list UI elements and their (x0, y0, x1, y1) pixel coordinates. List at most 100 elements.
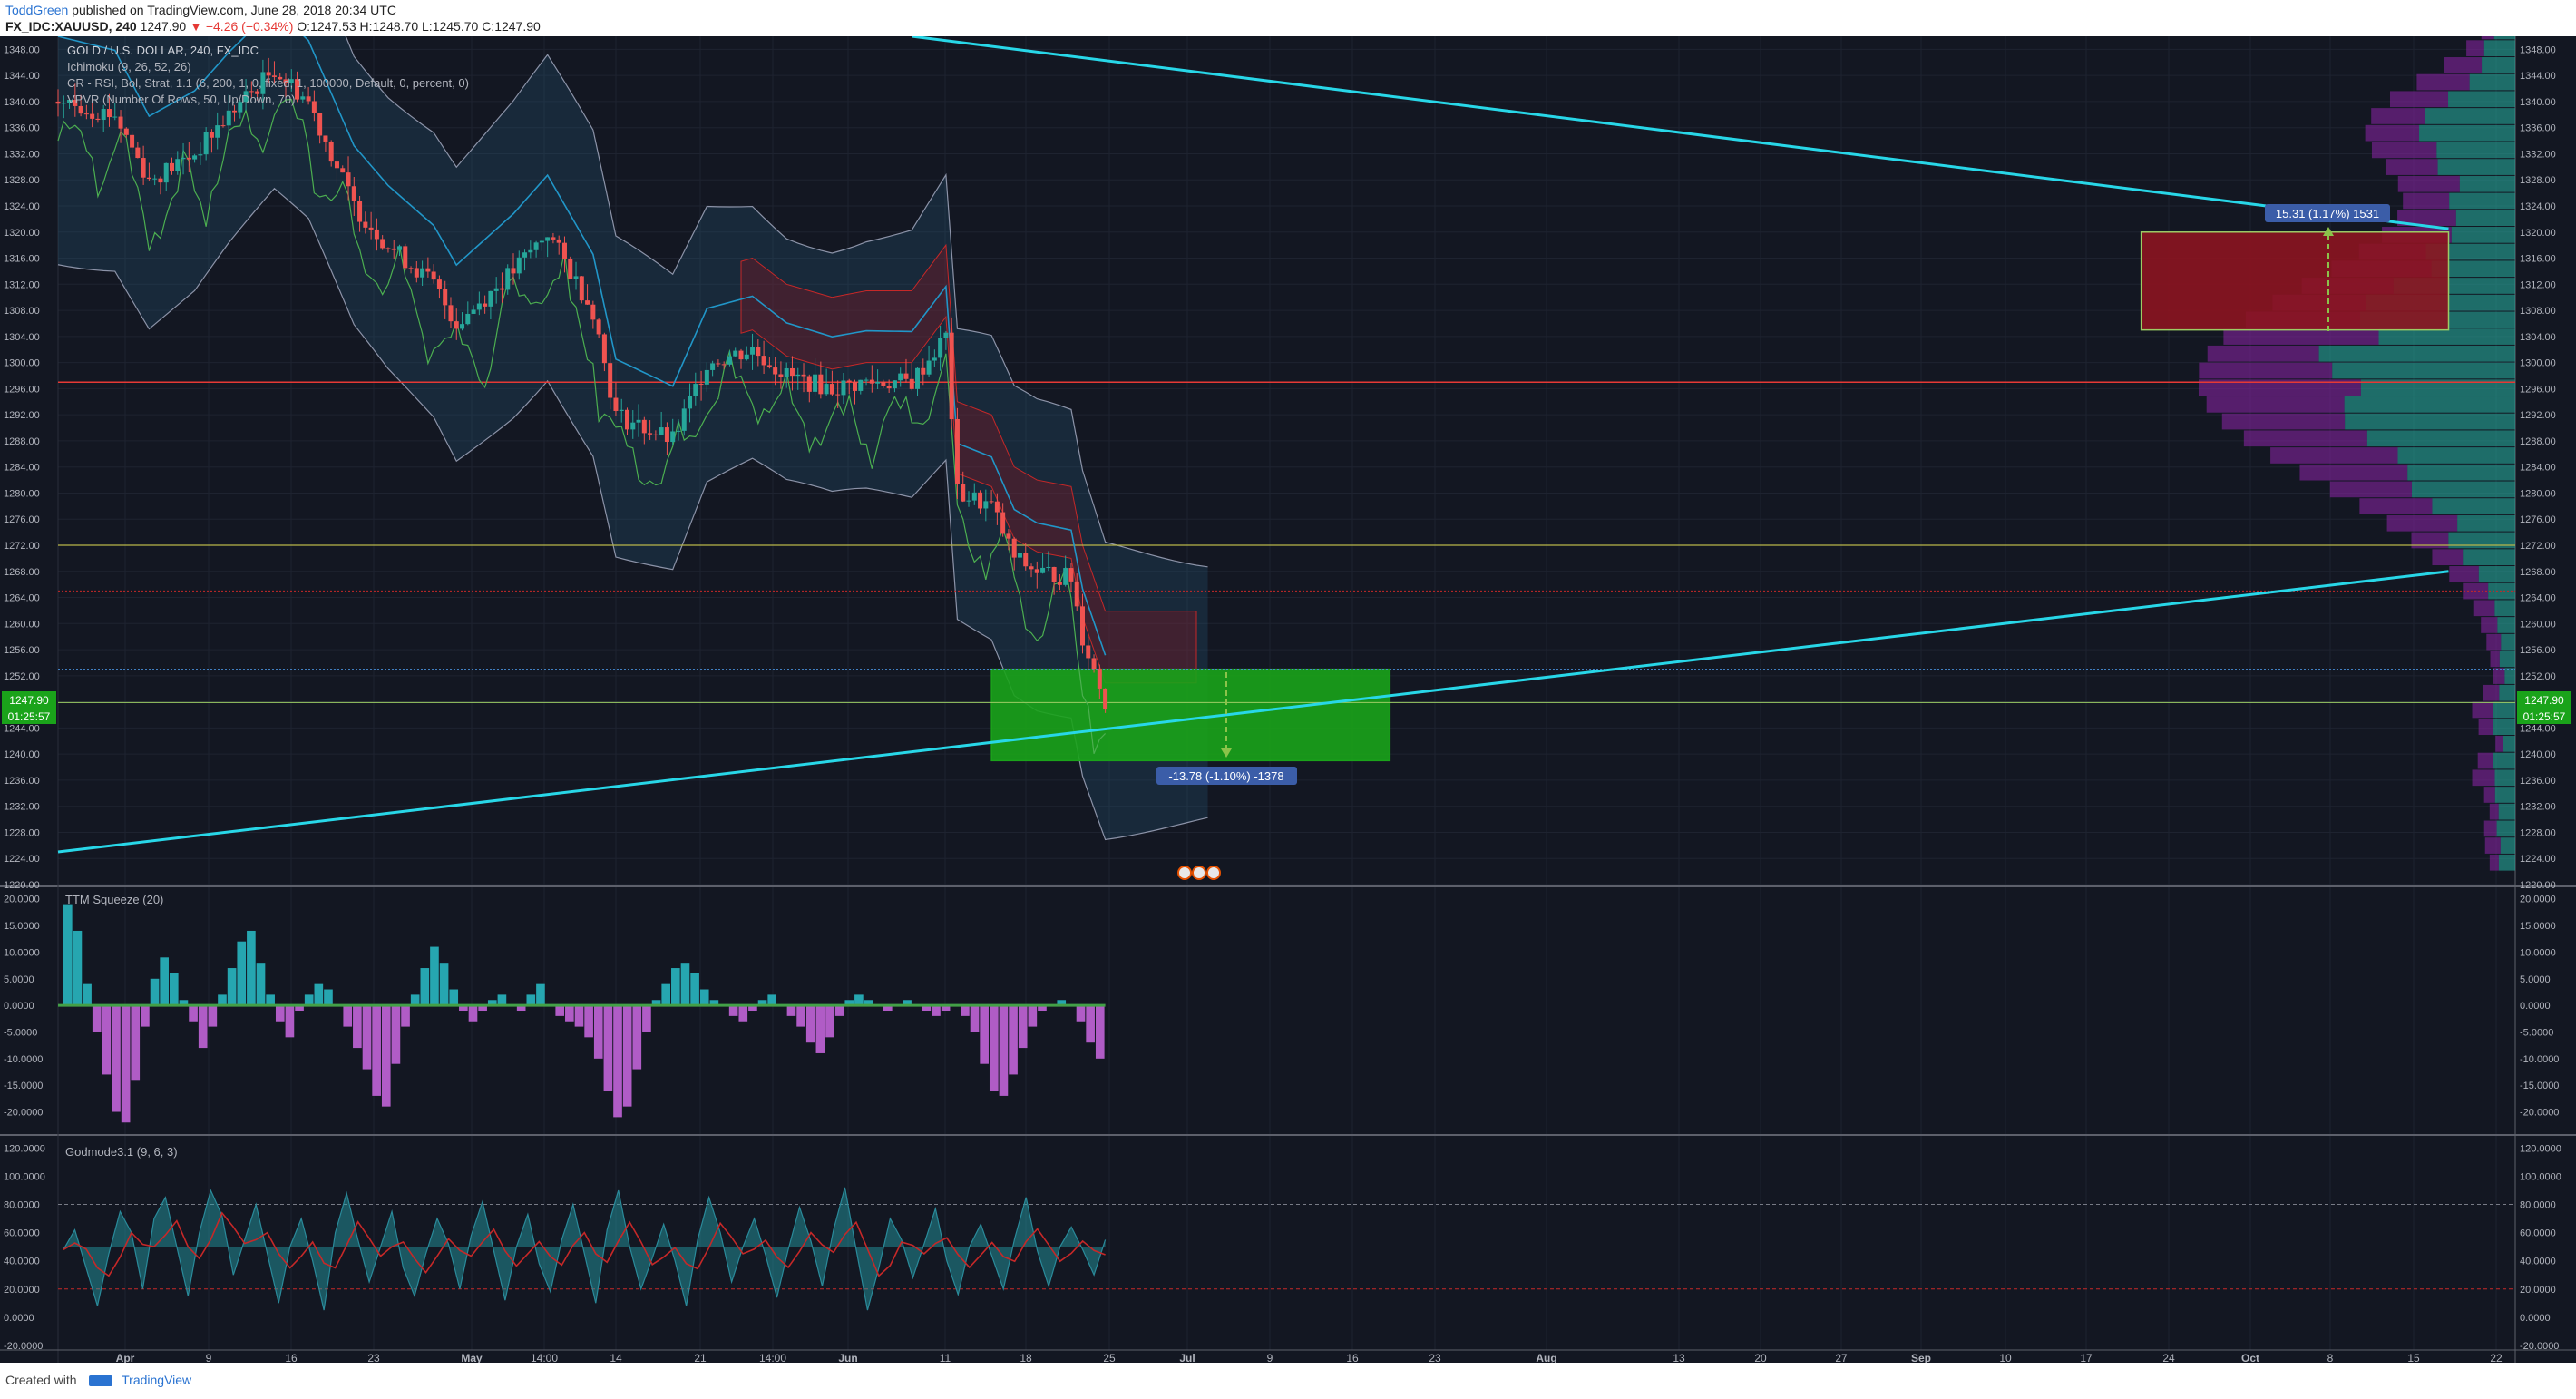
price-tick-label: 1264.00 (2520, 593, 2556, 604)
squeeze-bar (189, 1005, 198, 1022)
candle-body (835, 394, 841, 396)
candle-body (881, 381, 886, 386)
squeeze-bar (970, 1005, 980, 1032)
candle-body (915, 367, 921, 389)
candle-body (266, 72, 271, 76)
squeeze-bar (854, 994, 864, 1006)
candle-body (499, 288, 504, 290)
down-measure[interactable]: -13.78 (-1.10%) -1378 (1156, 672, 1297, 785)
squeeze-bar (266, 994, 275, 1006)
squeeze-tick-label: 10.0000 (4, 947, 40, 958)
candle-body (226, 110, 231, 126)
volume-profile-bar (2419, 124, 2515, 142)
candle-body (886, 386, 892, 389)
trendlines[interactable] (57, 36, 2449, 854)
candle-body (414, 268, 419, 278)
time-tick-label: 14 (610, 1352, 622, 1363)
candle-body (95, 118, 101, 121)
squeeze-bar (728, 1005, 738, 1016)
volume-profile-bar (2411, 481, 2515, 498)
lower-trendline (57, 570, 2449, 854)
squeeze-bar (903, 1000, 912, 1006)
squeeze-bar (304, 994, 314, 1006)
squeeze-bar (353, 1005, 362, 1049)
volume-profile-bar (2472, 701, 2493, 719)
candle-body (954, 418, 960, 484)
candle-body (220, 125, 226, 127)
squeeze-tick-label: -15.0000 (4, 1081, 43, 1091)
squeeze-bar (651, 1000, 661, 1006)
candle-body (568, 259, 573, 279)
squeeze-bar (565, 1005, 574, 1022)
candle-body (704, 369, 709, 385)
candle-body (664, 427, 669, 443)
legend: GOLD / U.S. DOLLAR, 240, FX_IDC Ichimoku… (67, 44, 469, 106)
volume-profile-bar (2448, 532, 2515, 549)
volume-profile-bar (2198, 379, 2361, 396)
godmode-title: Godmode3.1 (9, 6, 3) (65, 1145, 178, 1159)
candle-body (260, 72, 266, 94)
candle-body (374, 229, 379, 240)
candle-body (130, 134, 135, 148)
price-tick-label: 1272.00 (2520, 541, 2556, 552)
time-tick-label: 25 (1103, 1352, 1116, 1363)
author-link[interactable]: ToddGreen (5, 3, 69, 17)
squeeze-bar (275, 1005, 285, 1022)
footer-credit: Created with TradingView (5, 1373, 191, 1387)
volume-profile-bar (2501, 633, 2515, 651)
squeeze-bar (208, 1005, 218, 1027)
candle-body (813, 374, 818, 392)
candle-body (1057, 582, 1062, 585)
squeeze-bar (738, 1005, 748, 1022)
candle-body (146, 177, 151, 180)
flag-icon (1206, 866, 1221, 880)
candle-body (209, 132, 214, 138)
candle-body (1034, 569, 1039, 573)
squeeze-bar (680, 963, 690, 1006)
candle-body (403, 246, 408, 269)
candle-body (283, 79, 288, 83)
godmode-tick-label: 40.0000 (2520, 1257, 2556, 1267)
candle-body (288, 79, 294, 83)
candle-body (271, 75, 277, 77)
squeeze-tick-label: -20.0000 (2520, 1108, 2559, 1119)
time-tick-label: May (461, 1352, 483, 1363)
candle-body (238, 102, 243, 113)
economic-events[interactable] (1177, 866, 1221, 880)
candle-body (1091, 658, 1097, 670)
price-tick-label: 1244.00 (4, 723, 40, 734)
chart-area[interactable]: 1348.001348.001344.001344.001340.001340.… (0, 36, 2576, 1363)
squeeze-bar (613, 1005, 622, 1118)
volume-profile-bar (2397, 175, 2460, 192)
upper-trendline (912, 36, 2449, 230)
candle-body (1080, 606, 1085, 646)
candle-body (784, 367, 789, 377)
candle-body (761, 356, 766, 366)
volume-profile-bar (2463, 549, 2515, 566)
price-tick-label: 1276.00 (4, 514, 40, 525)
up-measure[interactable]: 15.31 (1.17%) 1531 (2265, 204, 2390, 331)
zones (990, 231, 2450, 762)
volume-profile-bar (2494, 769, 2515, 787)
price-tick-label: 1264.00 (4, 593, 40, 604)
squeeze-bar (1095, 1005, 1105, 1059)
squeeze-bar (1028, 1005, 1038, 1027)
candle-body (67, 100, 73, 103)
volume-profile-bar (2389, 91, 2449, 108)
price-tick-label: 1336.00 (2520, 123, 2556, 134)
candle-body (90, 113, 95, 119)
symbol-name: FX_IDC:XAUUSD, 240 (5, 19, 137, 34)
squeeze-bar (536, 983, 545, 1006)
time-tick-label: 17 (2080, 1352, 2093, 1363)
squeeze-bar (603, 1005, 613, 1091)
volume-profile-bar (2499, 684, 2515, 701)
price-tick-label: 1280.00 (2520, 488, 2556, 499)
volume-profile-bar (2478, 719, 2493, 736)
volume-profile-bar (2425, 108, 2515, 124)
squeeze-bar (439, 963, 449, 1006)
squeeze-tick-label: -5.0000 (2520, 1027, 2553, 1038)
squeeze-bar (922, 1005, 932, 1011)
footer-brand-link[interactable]: TradingView (122, 1373, 192, 1387)
up-measure-box (2265, 204, 2390, 222)
moving-average-line (57, 36, 1107, 656)
